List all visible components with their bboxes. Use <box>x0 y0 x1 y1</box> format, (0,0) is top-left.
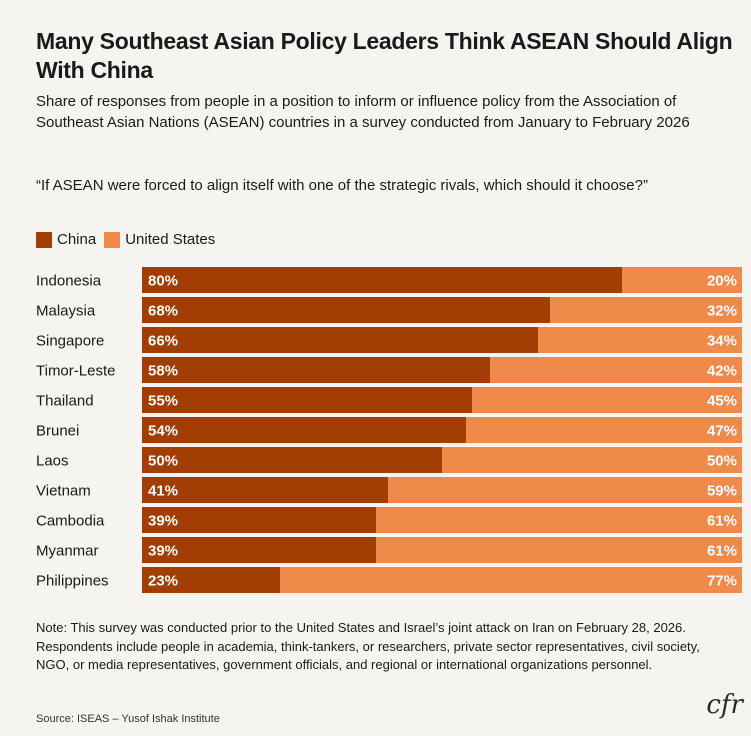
bar-china-brunei <box>142 417 466 443</box>
value-label-us-cambodia: 61% <box>707 513 737 530</box>
legend-item-china: China <box>36 231 96 248</box>
category-label-thailand: Thailand <box>36 393 94 410</box>
bar-china-myanmar <box>142 537 376 563</box>
survey-question: “If ASEAN were forced to align itself wi… <box>36 177 648 194</box>
category-label-indonesia: Indonesia <box>36 273 102 290</box>
bar-china-laos <box>142 447 442 473</box>
value-label-us-vietnam: 59% <box>707 483 737 500</box>
bar-china-indonesia <box>142 267 622 293</box>
value-label-us-myanmar: 61% <box>707 543 737 560</box>
value-label-china-philippines: 23% <box>148 573 178 590</box>
category-label-philippines: Philippines <box>36 573 109 590</box>
value-label-china-laos: 50% <box>148 453 178 470</box>
source-line: Source: ISEAS – Yusof Ishak Institute <box>36 713 220 725</box>
value-label-us-brunei: 47% <box>707 423 737 440</box>
legend: China United States <box>36 231 223 248</box>
stacked-bar-chart: Indonesia 80% 20% Malaysia 68% 32% Singapore 66… <box>36 267 742 593</box>
bar-china-vietnam <box>142 477 388 503</box>
value-label-china-singapore: 66% <box>148 333 178 350</box>
cfr-logo: cfr <box>706 690 743 720</box>
value-label-us-malaysia: 32% <box>707 303 737 320</box>
chart-subtitle: Share of responses from people in a posi… <box>36 93 690 131</box>
category-label-timor-leste: Timor-Leste <box>36 363 115 380</box>
bar-china-malaysia <box>142 297 550 323</box>
category-label-brunei: Brunei <box>36 423 79 440</box>
bar-china-singapore <box>142 327 538 353</box>
legend-label-us: United States <box>125 231 216 248</box>
value-label-china-myanmar: 39% <box>148 543 178 560</box>
value-label-china-vietnam: 41% <box>148 483 178 500</box>
category-label-laos: Laos <box>36 453 69 470</box>
bar-china-cambodia <box>142 507 376 533</box>
legend-item-us: United States <box>104 231 215 248</box>
legend-label-china: China <box>57 231 97 248</box>
bar-china-philippines <box>142 567 280 593</box>
legend-swatch-china <box>36 231 52 248</box>
value-label-us-philippines: 77% <box>707 573 737 590</box>
value-label-us-laos: 50% <box>707 453 737 470</box>
bar-china-thailand <box>142 387 472 413</box>
bar-china-timor-leste <box>142 357 490 383</box>
value-label-us-singapore: 34% <box>707 333 737 350</box>
category-label-singapore: Singapore <box>36 333 104 350</box>
value-label-china-thailand: 55% <box>148 393 178 410</box>
category-label-vietnam: Vietnam <box>36 483 91 500</box>
category-label-malaysia: Malaysia <box>36 303 96 320</box>
category-label-myanmar: Myanmar <box>36 543 99 560</box>
value-label-china-timor-leste: 58% <box>148 363 178 380</box>
category-label-cambodia: Cambodia <box>36 513 105 530</box>
value-label-us-thailand: 45% <box>707 393 737 410</box>
value-label-us-timor-leste: 42% <box>707 363 737 380</box>
value-label-china-brunei: 54% <box>148 423 178 440</box>
legend-swatch-us <box>104 231 121 248</box>
value-label-us-indonesia: 20% <box>707 273 737 290</box>
value-label-china-indonesia: 80% <box>148 273 178 290</box>
value-label-china-malaysia: 68% <box>148 303 178 320</box>
chart-title: Many Southeast Asian Policy Leaders Thin… <box>36 28 733 83</box>
footnote: Note: This survey was conducted prior to… <box>36 620 700 672</box>
value-label-china-cambodia: 39% <box>148 513 178 530</box>
